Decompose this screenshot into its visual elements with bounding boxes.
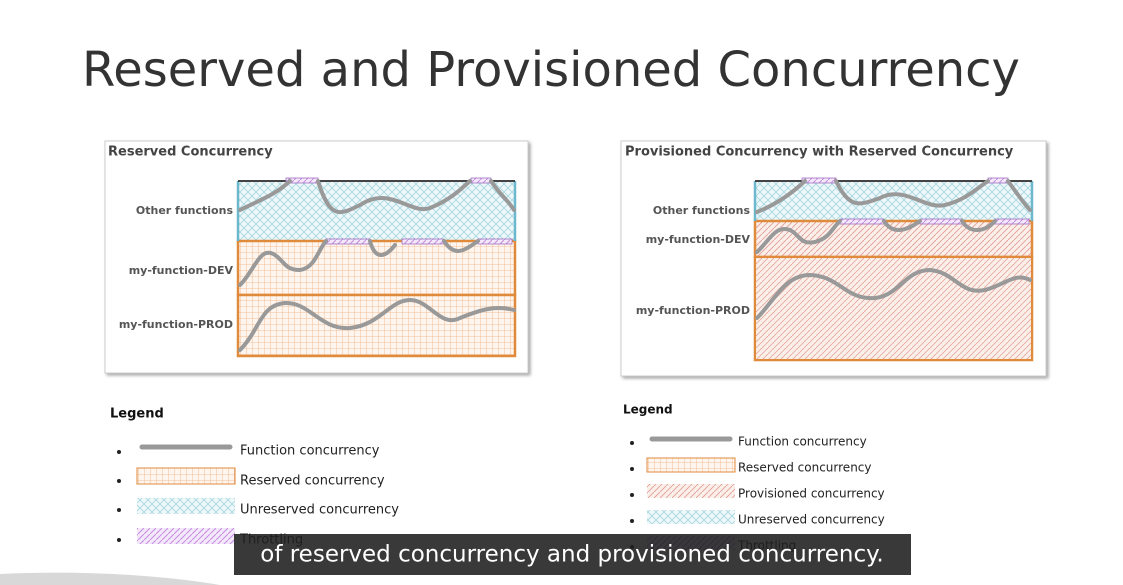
curve bbox=[238, 297, 516, 352]
caption: of reserved concurrency and provisioned … bbox=[260, 542, 883, 568]
curve bbox=[755, 267, 1032, 320]
decoration bbox=[0, 572, 220, 585]
legend-label: Provisioned concurrency bbox=[738, 487, 885, 501]
legend-swatches bbox=[630, 436, 736, 550]
legend-label: Reserved concurrency bbox=[738, 461, 872, 475]
legend-label: Unreserved concurrency bbox=[738, 513, 885, 527]
row-label: my-function-PROD bbox=[119, 318, 233, 331]
legend-label: Function concurrency bbox=[240, 444, 380, 459]
legend-title: Legend bbox=[110, 407, 164, 422]
legend-title: Legend bbox=[623, 403, 673, 417]
area bbox=[236, 239, 517, 297]
panel-title: Provisioned Concurrency with Reserved Co… bbox=[625, 145, 1014, 160]
area bbox=[238, 181, 515, 241]
curve bbox=[755, 219, 997, 254]
legend-label: Unreserved concurrency bbox=[240, 503, 399, 518]
legend-swatches bbox=[117, 444, 236, 544]
row-label: my-function-DEV bbox=[129, 264, 234, 277]
curve bbox=[238, 179, 516, 214]
slide-title: Reserved and Provisioned Concurrency bbox=[82, 42, 1020, 98]
row-label: Other functions bbox=[653, 204, 751, 217]
border bbox=[753, 181, 1034, 221]
panel-title: Reserved Concurrency bbox=[108, 145, 273, 160]
area bbox=[756, 258, 1031, 359]
area bbox=[755, 181, 1032, 221]
caption-box bbox=[234, 534, 911, 575]
row-label: my-function-PROD bbox=[636, 304, 750, 317]
row-label: my-function-DEV bbox=[646, 233, 751, 246]
row-label: Other functions bbox=[136, 204, 234, 217]
legend-label: Reserved concurrency bbox=[240, 474, 385, 489]
curve bbox=[755, 179, 1032, 214]
legend-label: Function concurrency bbox=[738, 435, 867, 449]
curve bbox=[238, 239, 480, 287]
area bbox=[236, 293, 517, 358]
